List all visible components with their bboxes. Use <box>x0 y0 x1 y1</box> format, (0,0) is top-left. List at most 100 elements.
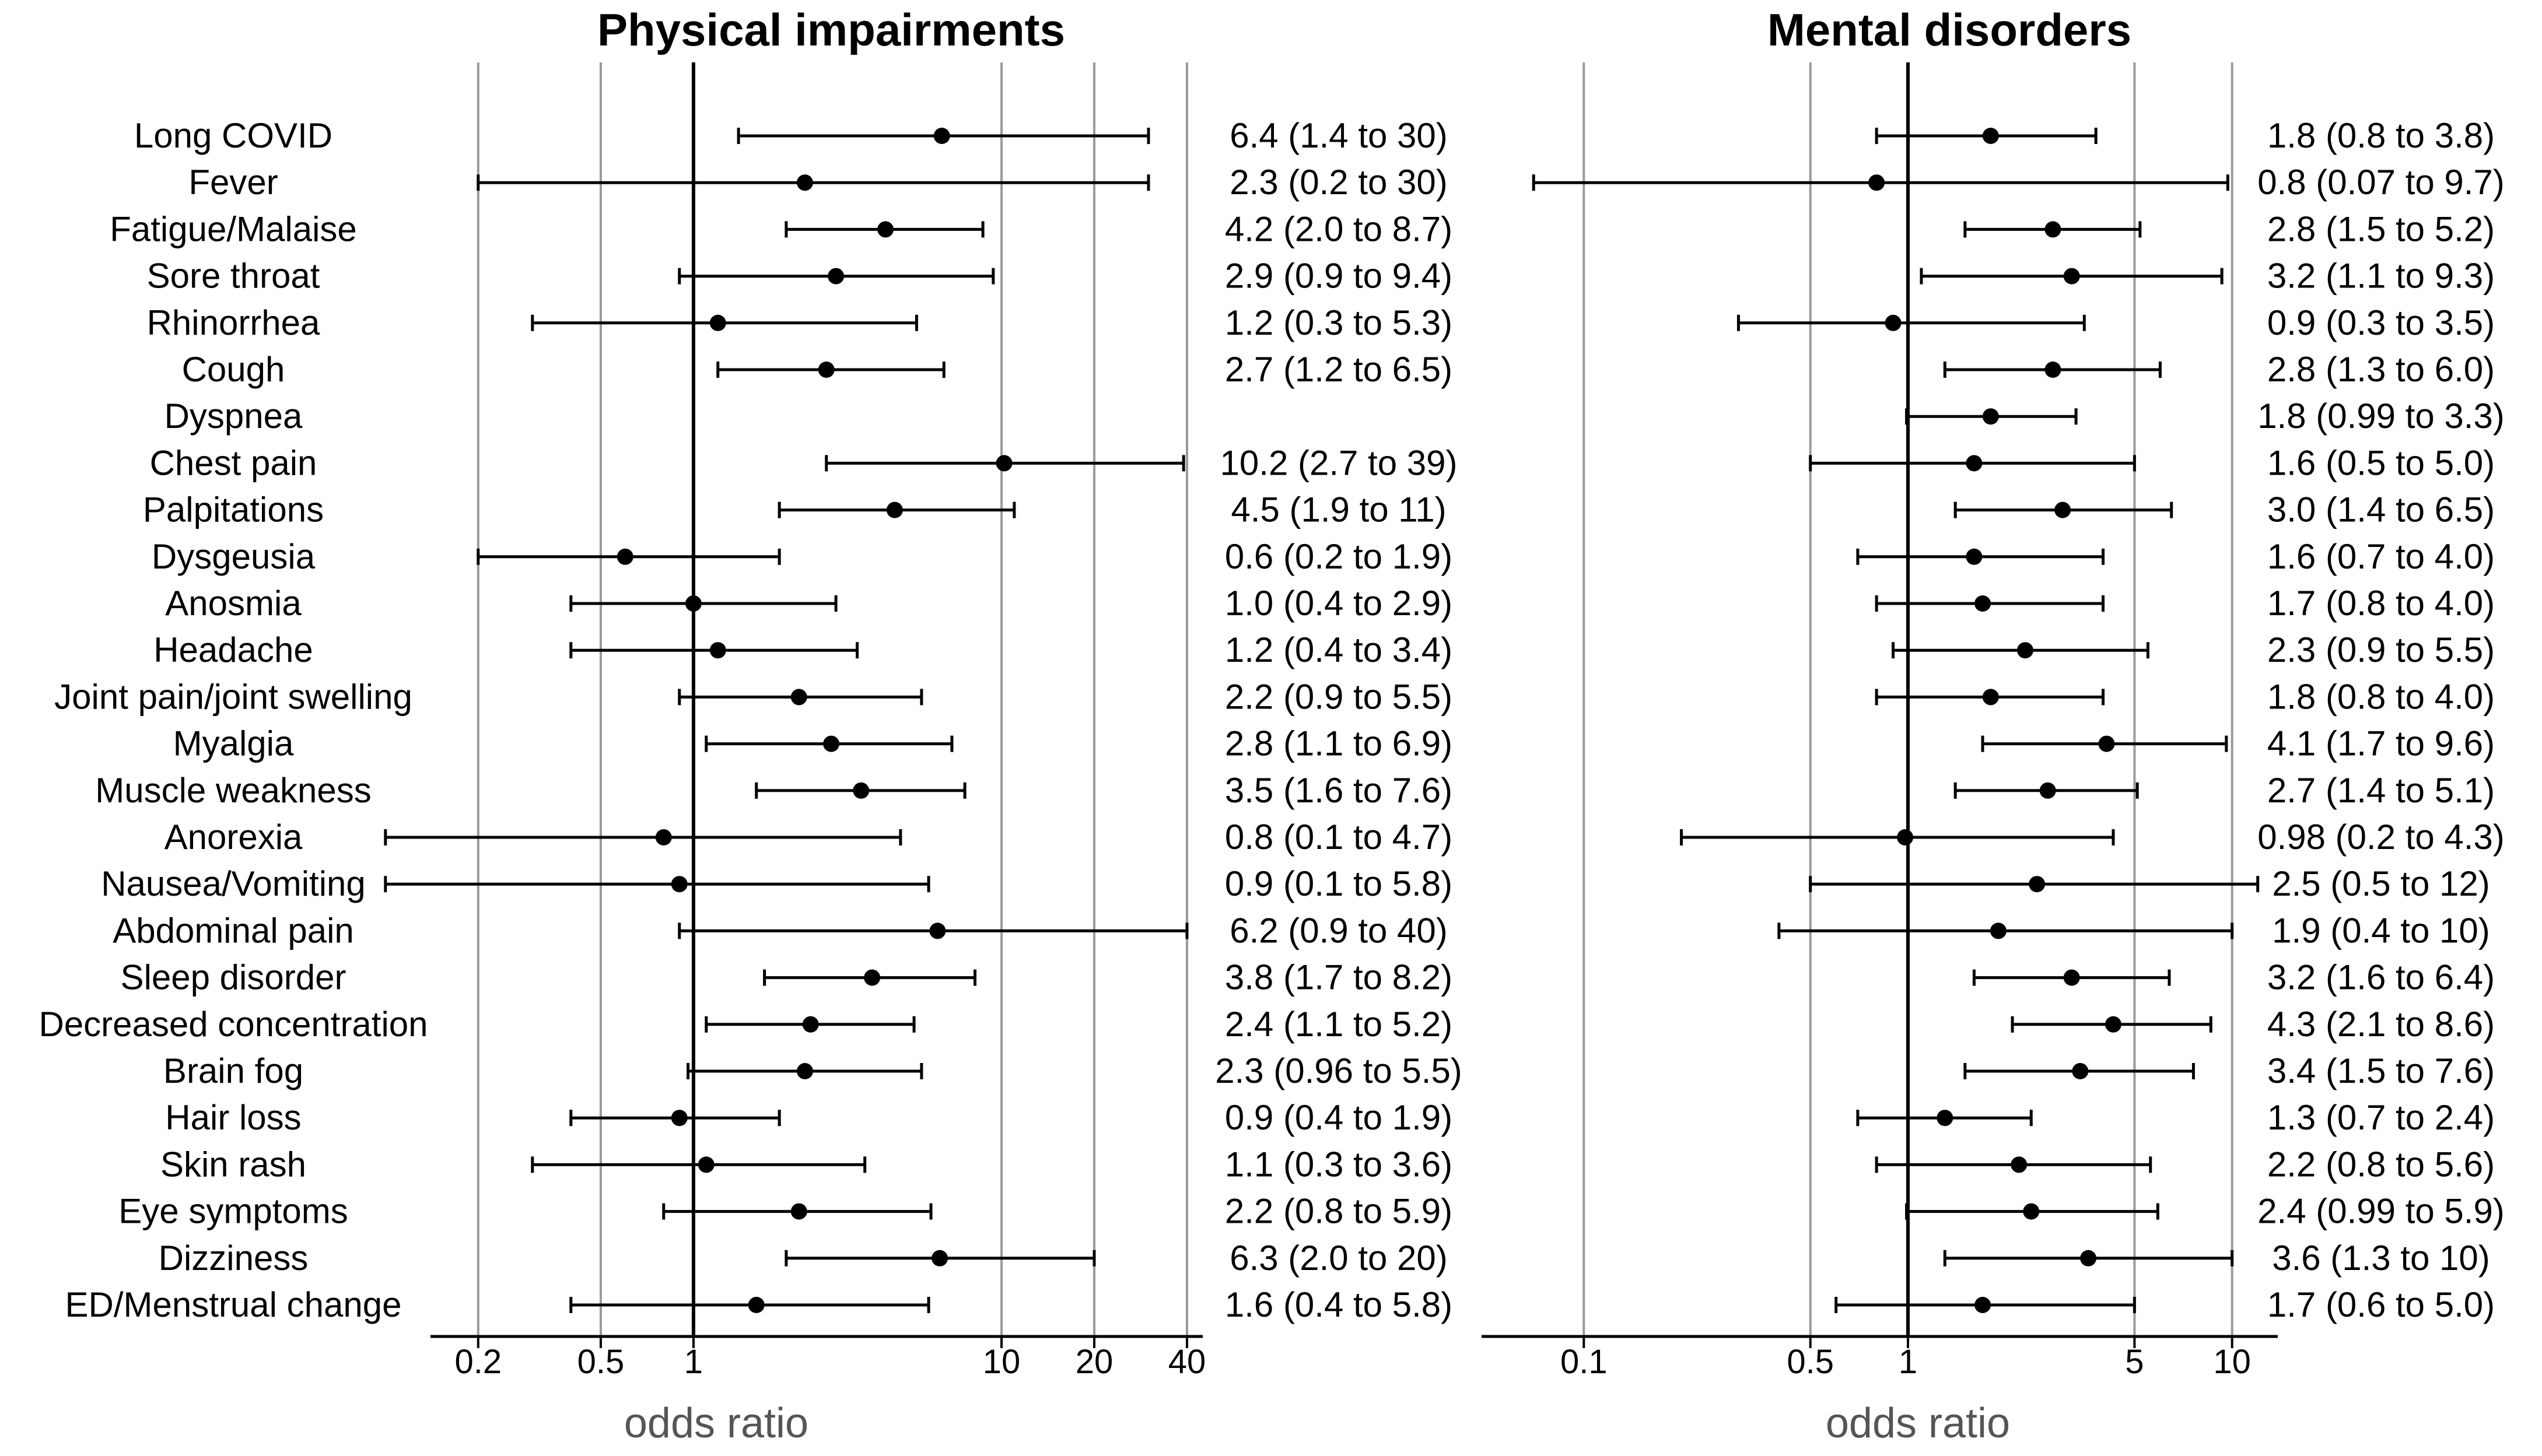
estimate-text: 1.2 (0.4 to 3.4) <box>1225 630 1452 669</box>
x-tick-label: 10 <box>983 1343 1021 1381</box>
point-estimate <box>2063 969 2080 986</box>
outcome-label: ED/Menstrual change <box>65 1285 402 1324</box>
estimate-text: 0.8 (0.07 to 9.7) <box>2257 163 2505 202</box>
forest-row: Joint pain/joint swelling 2.2 (0.9 to 5.5… <box>54 677 1452 716</box>
outcome-label: Fever <box>188 163 278 202</box>
point-estimate <box>2044 221 2061 238</box>
estimate-text: 1.7 (0.8 to 4.0) <box>2267 584 2495 623</box>
outcome-label: Headache <box>153 630 313 669</box>
outcome-label: Muscle weakness <box>95 771 372 810</box>
estimate-text: 1.8 (0.99 to 3.3) <box>2257 397 2505 436</box>
forest-row: Cough 2.7 (1.2 to 6.5) <box>182 350 1453 389</box>
point-estimate <box>929 922 946 939</box>
point-estimate <box>864 969 881 986</box>
estimate-text: 4.2 (2.0 to 8.7) <box>1225 209 1452 248</box>
estimate-text: 3.8 (1.7 to 8.2) <box>1225 958 1452 997</box>
outcome-label: Dizziness <box>159 1239 309 1278</box>
forest-row: 1.8 (0.8 to 4.0) <box>1875 677 2495 716</box>
point-estimate <box>1885 314 1902 331</box>
forest-row: ED/Menstrual change 1.6 (0.4 to 5.8) <box>65 1285 1453 1324</box>
forest-row: 3.6 (1.3 to 10) <box>1943 1239 2490 1278</box>
point-estimate <box>823 735 840 752</box>
outcome-label: Anosmia <box>165 584 302 623</box>
outcome-label: Cough <box>182 350 285 389</box>
forest-row: Nausea/Vomiting 0.9 (0.1 to 5.8) <box>101 864 1452 903</box>
point-estimate <box>2105 1016 2122 1033</box>
estimate-text: 4.3 (2.1 to 8.6) <box>2267 1005 2495 1044</box>
forest-row: 1.7 (0.6 to 5.0) <box>1834 1285 2495 1324</box>
forest-row: 1.3 (0.7 to 2.4) <box>1856 1098 2495 1137</box>
x-tick-label: 10 <box>2213 1343 2251 1381</box>
outcome-label: Brain fog <box>163 1051 303 1090</box>
x-tick-label: 0.5 <box>577 1343 625 1381</box>
outcome-label: Myalgia <box>173 724 294 763</box>
point-estimate <box>709 314 726 331</box>
forest-row: Muscle weakness 3.5 (1.6 to 7.6) <box>95 771 1452 810</box>
forest-row: 1.9 (0.4 to 10) <box>1777 911 2490 950</box>
point-estimate <box>2072 1063 2089 1079</box>
point-estimate <box>1982 128 1999 144</box>
forest-row: Hair loss 0.9 (0.4 to 1.9) <box>165 1098 1452 1137</box>
forest-row: Fatigue/Malaise 4.2 (2.0 to 8.7) <box>110 209 1452 248</box>
estimate-text: 0.9 (0.3 to 3.5) <box>2267 303 2495 342</box>
point-estimate <box>2016 642 2033 659</box>
forest-row: 0.98 (0.2 to 4.3) <box>1680 818 2505 857</box>
forest-row: Rhinorrhea 1.2 (0.3 to 5.3) <box>147 303 1453 342</box>
point-estimate <box>2054 501 2071 518</box>
estimate-text: 6.2 (0.9 to 40) <box>1230 911 1448 950</box>
forest-row: Palpitations 4.5 (1.9 to 11) <box>143 490 1447 529</box>
estimate-text: 1.9 (0.4 to 10) <box>2272 911 2490 950</box>
outcome-label: Rhinorrhea <box>147 303 320 342</box>
forest-row: Brain fog 2.3 (0.96 to 5.5) <box>163 1051 1462 1090</box>
point-estimate <box>1966 548 1983 565</box>
estimate-text: 4.1 (1.7 to 9.6) <box>2267 724 2495 763</box>
forest-row: 3.4 (1.5 to 7.6) <box>1963 1051 2495 1090</box>
point-estimate <box>698 1156 715 1173</box>
point-estimate <box>853 782 870 799</box>
forest-row: Decreased concentration 2.4 (1.1 to 5.2) <box>38 1005 1452 1044</box>
point-estimate <box>2011 1156 2028 1173</box>
estimate-text: 3.4 (1.5 to 7.6) <box>2267 1051 2495 1090</box>
estimate-text: 1.2 (0.3 to 5.3) <box>1225 303 1452 342</box>
forest-row: Myalgia 2.8 (1.1 to 6.9) <box>173 724 1452 763</box>
estimate-text: 2.7 (1.2 to 6.5) <box>1225 350 1452 389</box>
point-estimate <box>1937 1110 1953 1127</box>
point-estimate <box>2023 1203 2040 1220</box>
forest-row: 3.2 (1.1 to 9.3) <box>1920 257 2495 296</box>
forest-row: 2.5 (0.5 to 12) <box>1809 864 2490 903</box>
estimate-text: 1.8 (0.8 to 4.0) <box>2267 677 2495 716</box>
point-estimate <box>1897 829 1914 845</box>
gridlines <box>1582 62 2233 1336</box>
point-estimate <box>1982 408 1999 425</box>
estimate-text: 0.6 (0.2 to 1.9) <box>1225 537 1452 576</box>
x-tick-label: 0.5 <box>1787 1343 1834 1381</box>
point-estimate <box>1982 689 1999 706</box>
estimate-text: 6.4 (1.4 to 30) <box>1230 116 1448 155</box>
estimate-text: 10.2 (2.7 to 39) <box>1220 443 1458 482</box>
estimate-text: 0.8 (0.1 to 4.7) <box>1225 818 1452 857</box>
point-estimate <box>796 1063 813 1079</box>
outcome-label: Dyspnea <box>164 397 303 436</box>
forest-row: 1.6 (0.7 to 4.0) <box>1856 537 2495 576</box>
outcome-label: Chest pain <box>150 443 317 482</box>
x-tick-label: 5 <box>2125 1343 2144 1381</box>
data-rows: Long COVID 6.4 (1.4 to 30) Fever 2.3 (0.2 t… <box>38 116 1462 1324</box>
forest-row: Dizziness 6.3 (2.0 to 20) <box>159 1239 1448 1278</box>
forest-row: 1.8 (0.8 to 3.8) <box>1875 116 2495 155</box>
point-estimate <box>748 1297 765 1313</box>
estimate-text: 1.6 (0.7 to 4.0) <box>2267 537 2495 576</box>
point-estimate <box>671 876 688 893</box>
forest-row: Anorexia 0.8 (0.1 to 4.7) <box>164 818 1453 857</box>
point-estimate <box>2080 1250 2097 1266</box>
forest-row: 2.4 (0.99 to 5.9) <box>1905 1192 2505 1231</box>
gridlines <box>477 62 1188 1336</box>
forest-row: 1.6 (0.5 to 5.0) <box>1809 443 2495 482</box>
estimate-text: 1.6 (0.5 to 5.0) <box>2267 443 2495 482</box>
point-estimate <box>2044 362 2061 378</box>
point-estimate <box>996 455 1013 472</box>
outcome-label: Sore throat <box>147 257 320 296</box>
forest-row: Fever 2.3 (0.2 to 30) <box>188 163 1447 202</box>
outcome-label: Hair loss <box>165 1098 301 1137</box>
point-estimate <box>685 595 702 612</box>
estimate-text: 2.8 (1.3 to 6.0) <box>2267 350 2495 389</box>
